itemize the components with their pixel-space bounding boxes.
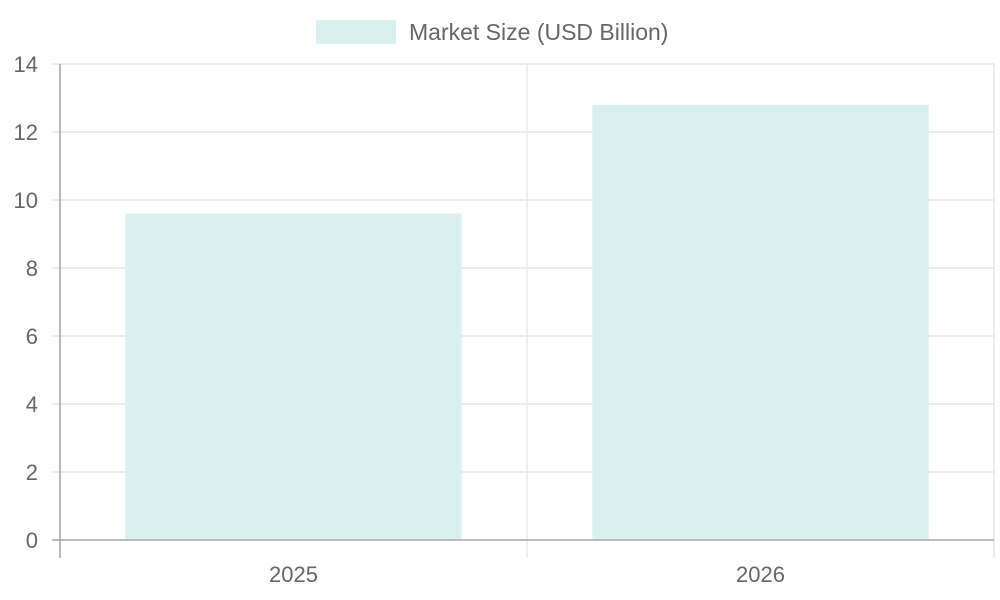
y-tick-label: 4 [26,392,38,417]
legend-label[interactable]: Market Size (USD Billion) [409,19,668,45]
y-tick-label: 10 [14,188,38,213]
x-tick-labels: 2025 2026 [269,562,785,587]
y-tick-label: 8 [26,256,38,281]
bar-2025[interactable] [125,213,462,540]
x-tick-label: 2026 [736,562,785,587]
y-tick-label: 2 [26,460,38,485]
y-tick-label: 12 [14,120,38,145]
axes [52,63,995,558]
y-tick-labels: 0 2 4 6 8 10 12 14 [14,52,38,553]
y-tick-label: 14 [14,52,38,77]
x-tick-label: 2025 [269,562,318,587]
bar-2026[interactable] [592,104,929,541]
bars [125,104,929,541]
y-tick-label: 0 [26,528,38,553]
legend[interactable]: Market Size (USD Billion) [316,19,668,45]
y-tick-label: 6 [26,324,38,349]
legend-swatch[interactable] [316,20,396,44]
